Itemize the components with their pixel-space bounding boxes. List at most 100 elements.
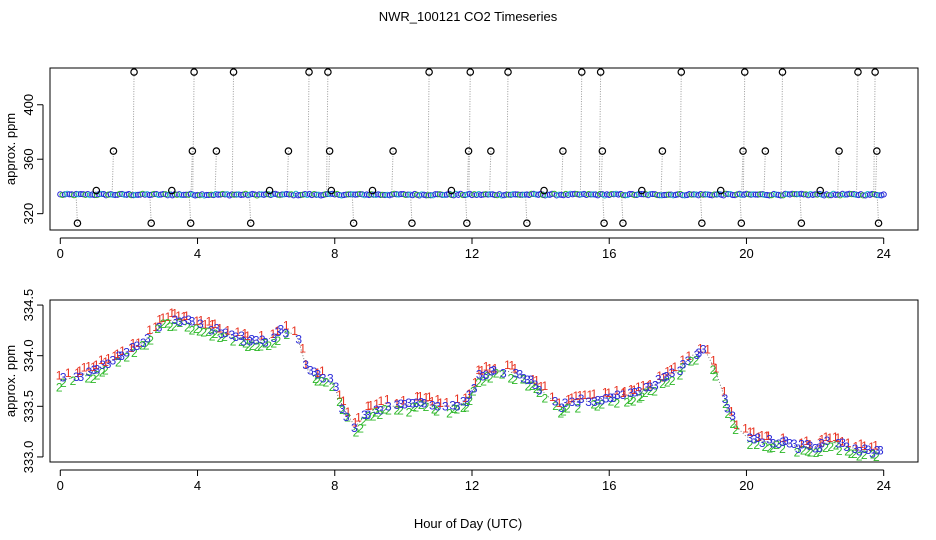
series-3-point: 3: [558, 401, 565, 415]
baseline-point: [349, 191, 357, 198]
baseline-point: [283, 190, 290, 198]
series-1-point: 1: [85, 360, 92, 374]
baseline-point: [377, 191, 384, 198]
baseline-point: [640, 191, 647, 198]
series-3-point: 3: [620, 388, 627, 402]
series-1-point: 1: [733, 418, 740, 432]
series-1-point: 1: [556, 396, 563, 410]
series-3-point: 3: [213, 322, 220, 336]
baseline-point: [745, 191, 752, 198]
series-2-point: 2: [511, 373, 518, 387]
series-2-point: 2: [254, 340, 261, 354]
series-1-point: 1: [355, 410, 362, 424]
baseline-point: [402, 191, 409, 198]
series-3-point: 3: [315, 367, 322, 381]
series-1-point: 1: [853, 440, 860, 454]
bottom-xtick-label: 0: [57, 478, 64, 493]
series-3-point: 3: [409, 396, 416, 410]
outlier-point: [464, 147, 473, 155]
series-1-point: 1: [861, 439, 868, 453]
series-1-point: 1: [568, 391, 575, 405]
series-2-point: 2: [747, 438, 754, 452]
outlier-point: [368, 186, 377, 195]
series-1-point: 1: [114, 347, 121, 361]
series-3-point: 3: [766, 433, 773, 447]
baseline-point: [800, 191, 807, 198]
series-3-point: 3: [574, 396, 581, 410]
series-2-point: 2: [624, 396, 631, 410]
outlier-point: [212, 147, 221, 155]
series-1-point: 1: [81, 361, 88, 375]
series-2-point: 2: [836, 444, 843, 458]
series-2-point: 2: [339, 403, 346, 417]
series-1-point: 1: [56, 369, 63, 383]
baseline-point: [699, 191, 707, 198]
series-3-point: 3: [865, 443, 872, 457]
series-2-point: 2: [873, 450, 880, 464]
outlier-stem: [351, 194, 355, 224]
baseline-point: [873, 191, 880, 199]
series-1-point: 1: [492, 362, 499, 376]
outlier-point: [109, 147, 118, 155]
series-2-point: 2: [212, 327, 219, 341]
series-3-point: 3: [490, 364, 497, 378]
series-2-point: 2: [357, 421, 364, 435]
baseline-point: [295, 192, 302, 199]
series-3-point: 3: [351, 421, 358, 435]
outlier-stem: [873, 72, 876, 195]
series-1-point: 1: [168, 306, 175, 320]
series-3-point: 3: [140, 336, 147, 350]
series-1-point: 1: [704, 343, 711, 357]
series-3-point: 3: [339, 402, 346, 416]
baseline-point: [690, 191, 697, 198]
series-1-point: 1: [750, 425, 757, 439]
outlier-stem: [699, 194, 703, 224]
baseline-point: [201, 192, 208, 199]
series-1-point: 1: [475, 363, 482, 377]
baseline-point: [528, 190, 535, 197]
baseline-point: [567, 190, 574, 197]
outlier-point: [92, 186, 101, 195]
series-3-point: 3: [722, 392, 729, 406]
series-3-point: 3: [78, 370, 85, 384]
series-1-point: 1: [336, 388, 343, 402]
outlier-point: [874, 219, 883, 227]
series-2-point: 2: [131, 346, 138, 360]
baseline-point: [480, 191, 487, 198]
series-3-point: 3: [172, 313, 179, 327]
outlier-point: [327, 186, 336, 195]
baseline-point: [876, 192, 883, 199]
x-axis-label: Hour of Day (UTC): [414, 516, 522, 531]
baseline-point: [279, 191, 286, 198]
baseline-point: [848, 191, 855, 198]
series-1-point: 1: [299, 342, 306, 356]
series-3-point: 3: [118, 349, 125, 363]
series-2-point: 2: [196, 325, 203, 339]
series-1-point: 1: [434, 393, 441, 407]
series-1-point: 1: [462, 391, 469, 405]
series-3-point: 3: [685, 354, 692, 368]
series-2-point: 2: [729, 417, 736, 431]
outlier-point: [504, 68, 512, 76]
baseline-point: [228, 191, 235, 198]
series-2-point: 2: [773, 438, 780, 452]
outlier-point: [229, 68, 238, 76]
baseline-point: [610, 191, 617, 198]
series-2-point: 2: [594, 399, 601, 413]
series-3-point: 3: [483, 368, 490, 382]
series-2-point: 2: [856, 449, 863, 463]
baseline-point: [345, 191, 352, 198]
series-1-point: 1: [826, 431, 833, 445]
series-3-point: 3: [594, 394, 601, 408]
series-3-point: 3: [246, 335, 253, 349]
series-1-point: 1: [183, 309, 190, 323]
outlier-point: [73, 219, 82, 227]
baseline-point: [608, 190, 615, 198]
series-2-point: 2: [323, 376, 330, 390]
outlier-point: [638, 186, 646, 195]
baseline-point: [521, 191, 528, 198]
baseline-point: [370, 191, 377, 198]
series-2-point: 2: [176, 316, 183, 330]
series-2-point: 2: [102, 364, 109, 378]
outlier-stem: [799, 194, 802, 224]
